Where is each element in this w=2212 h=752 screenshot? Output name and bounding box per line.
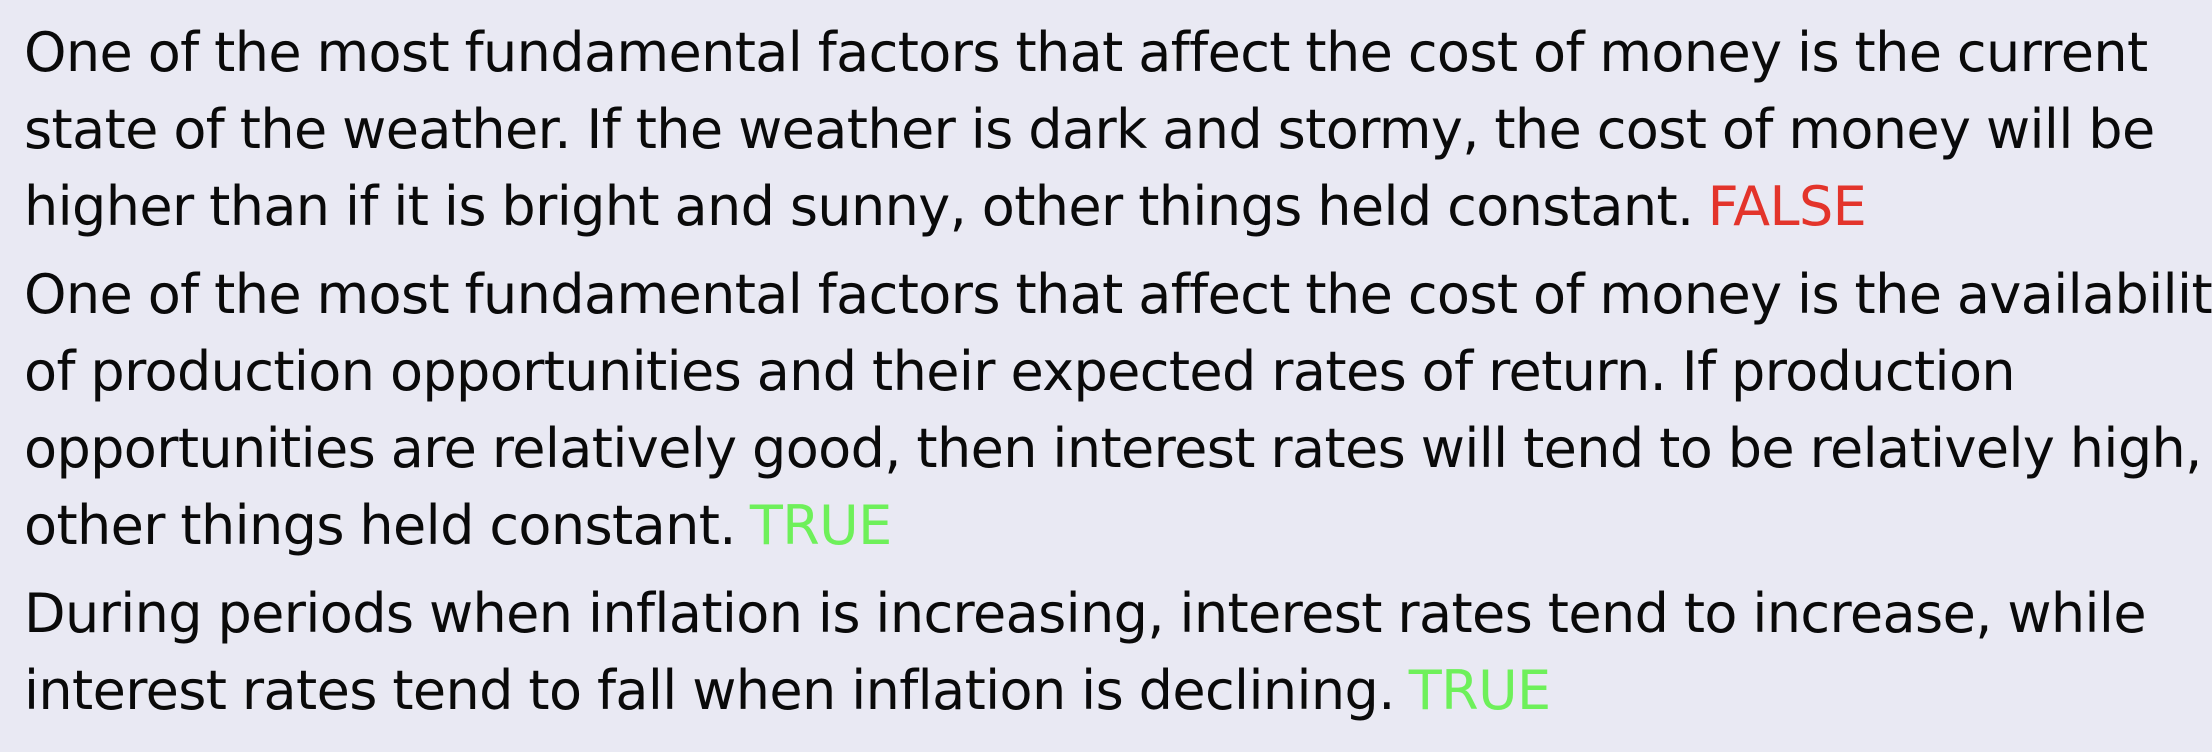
statement-line: state of the weather. If the weather is … xyxy=(24,98,2155,161)
statement-text: other things held constant. xyxy=(24,494,736,557)
statement-line-last: other things held constant. TRUE xyxy=(24,487,2212,564)
statement-line: opportunities are relatively good, then … xyxy=(24,417,2202,480)
statement-line: One of the most fundamental factors that… xyxy=(24,263,2212,326)
statement-production-opportunities: One of the most fundamental factors that… xyxy=(24,256,2212,564)
statement-text: interest rates tend to fall when inflati… xyxy=(24,659,1395,722)
statement-inflation: During periods when inflation is increas… xyxy=(24,575,2212,729)
statement-text: higher than if it is bright and sunny, o… xyxy=(24,175,1694,238)
verdict-true-label: TRUE xyxy=(749,494,892,557)
statement-line: of production opportunities and their ex… xyxy=(24,340,2016,403)
statement-line: One of the most fundamental factors that… xyxy=(24,21,2148,84)
verdict-false-label: FALSE xyxy=(1707,175,1867,238)
statement-line-last: interest rates tend to fall when inflati… xyxy=(24,652,2212,729)
statement-line: During periods when inflation is increas… xyxy=(24,582,2147,645)
statement-line-last: higher than if it is bright and sunny, o… xyxy=(24,168,2212,245)
statement-weather: One of the most fundamental factors that… xyxy=(24,14,2212,245)
verdict-true-label: TRUE xyxy=(1408,659,1551,722)
